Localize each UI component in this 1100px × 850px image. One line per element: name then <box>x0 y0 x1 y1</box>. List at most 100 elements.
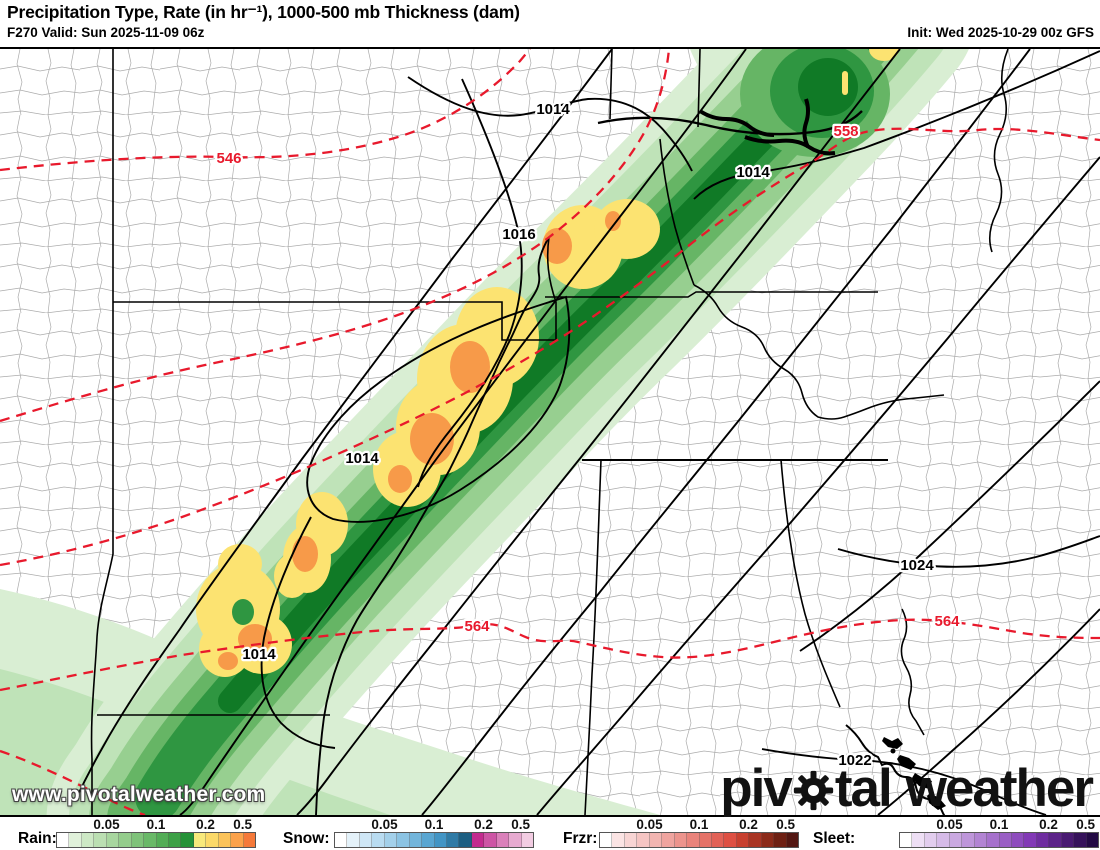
legend-swatch <box>509 833 522 847</box>
thickness-label: 558 <box>833 123 858 140</box>
legend-swatch <box>724 833 737 847</box>
legend-swatch <box>471 833 485 847</box>
legend-swatch <box>761 833 775 847</box>
legend-swatch <box>484 833 497 847</box>
legend-swatch <box>649 833 663 847</box>
legend-swatch <box>144 833 157 847</box>
legend-ticks-sleet: 0.05 0.1 0.2 0.5 <box>900 817 1098 832</box>
thickness-label: 564 <box>934 613 960 630</box>
legend-swatch <box>774 833 787 847</box>
legend-swatch <box>131 833 145 847</box>
legend-swatch <box>446 833 460 847</box>
legend-swatch <box>106 833 120 847</box>
legend-ticks-frzr: 0.05 0.1 0.2 0.5 <box>600 817 798 832</box>
legend-ticks-snow: 0.05 0.1 0.2 0.5 <box>335 817 533 832</box>
precip-heavy-cores <box>196 49 899 677</box>
legend-swatch <box>1011 833 1025 847</box>
thickness-contours <box>0 49 1100 815</box>
legend-swatch <box>962 833 975 847</box>
legend-label-frzr: Frzr: <box>563 830 598 847</box>
legend-swatch <box>57 833 70 847</box>
pivotal-weather-logo: piv tal <box>720 759 1094 818</box>
legend-tick-label: 0.05 <box>936 817 963 832</box>
legend-scale-snow <box>334 832 534 848</box>
init-time-label: Init: Wed 2025-10-29 00z GFS <box>907 24 1094 40</box>
pressure-contours <box>74 49 1100 815</box>
pressure-label: 1014 <box>345 450 379 467</box>
legend-tick-label: 0.2 <box>739 817 758 832</box>
legend-label-sleet: Sleet: <box>813 830 856 847</box>
pressure-label: 1014 <box>736 164 770 181</box>
legend-swatch <box>94 833 107 847</box>
legend-swatch <box>912 833 925 847</box>
legend-swatch <box>924 833 938 847</box>
legend-tick-label: 0.05 <box>93 817 120 832</box>
legend-swatch <box>1036 833 1050 847</box>
legend-tick-label: 0.5 <box>233 817 253 832</box>
legend-swatch <box>434 833 447 847</box>
legend-swatch <box>372 833 385 847</box>
legend-swatch <box>949 833 963 847</box>
legend-tick-label: 0.1 <box>689 817 709 832</box>
state-borders <box>90 49 1009 815</box>
legend-swatch <box>347 833 360 847</box>
legend-swatch <box>1074 833 1087 847</box>
legend-swatch <box>459 833 472 847</box>
legend-swatch <box>119 833 132 847</box>
thickness-label: 546 <box>216 150 241 167</box>
legend-swatch <box>206 833 219 847</box>
legend-swatch <box>243 833 255 847</box>
legend-swatch <box>674 833 688 847</box>
legend-swatch <box>218 833 232 847</box>
legend-swatch <box>1049 833 1062 847</box>
legend-swatch <box>409 833 423 847</box>
gear-icon <box>793 770 833 811</box>
legend-swatch <box>168 833 182 847</box>
legend-label-rain: Rain: <box>18 830 57 847</box>
legend-tick-label: 0.2 <box>474 817 493 832</box>
legend-swatch <box>521 833 533 847</box>
legend-swatch <box>397 833 410 847</box>
legend-swatch <box>900 833 913 847</box>
legend-tick-label: 0.2 <box>196 817 215 832</box>
legend-tick-label: 0.1 <box>146 817 166 832</box>
legend-swatch <box>335 833 348 847</box>
legend-swatch <box>612 833 625 847</box>
legend-swatch <box>231 833 244 847</box>
legend-swatch <box>937 833 950 847</box>
legend-swatch <box>624 833 638 847</box>
legend-label-snow: Snow: <box>283 830 330 847</box>
legend-tick-label: 0.05 <box>636 817 663 832</box>
valid-time-label: F270 Valid: Sun 2025-11-09 06z <box>7 24 205 40</box>
map-image: 1014 1014 1016 1014 1014 1024 1022 546 5… <box>0 49 1100 815</box>
thickness-label: 564 <box>464 618 490 635</box>
legend-swatch <box>1024 833 1037 847</box>
legend-swatch <box>359 833 373 847</box>
page-title: Precipitation Type, Rate (in hr⁻¹), 1000… <box>7 2 520 22</box>
legend-swatch <box>81 833 95 847</box>
watermark: www.pivotalweather.com <box>12 783 266 806</box>
precip-legend: Rain: 0.05 0.1 0.2 0.5 Snow: 0.05 0.1 0.2 0.5 … <box>0 817 1100 850</box>
pressure-label: 1024 <box>900 557 934 574</box>
logo-text-weather: weather <box>905 759 1094 818</box>
map-area: 1014 1014 1016 1014 1014 1024 1022 546 5… <box>0 47 1100 817</box>
legend-swatch <box>662 833 675 847</box>
legend-swatch <box>687 833 700 847</box>
legend-scale-sleet <box>899 832 1099 848</box>
logo-text-piv: piv <box>720 759 793 818</box>
legend-swatch <box>974 833 988 847</box>
legend-tick-label: 0.5 <box>1076 817 1096 832</box>
legend-swatch <box>156 833 169 847</box>
legend-tick-label: 0.5 <box>511 817 531 832</box>
legend-swatch <box>600 833 613 847</box>
legend-swatch <box>699 833 712 847</box>
legend-tick-label: 0.2 <box>1039 817 1058 832</box>
pressure-label: 1014 <box>536 101 570 118</box>
legend-swatch <box>749 833 762 847</box>
legend-swatch <box>987 833 1000 847</box>
legend-swatch <box>711 833 725 847</box>
legend-swatch <box>384 833 398 847</box>
legend-scale-frzr <box>599 832 799 848</box>
legend-tick-label: 0.1 <box>989 817 1009 832</box>
